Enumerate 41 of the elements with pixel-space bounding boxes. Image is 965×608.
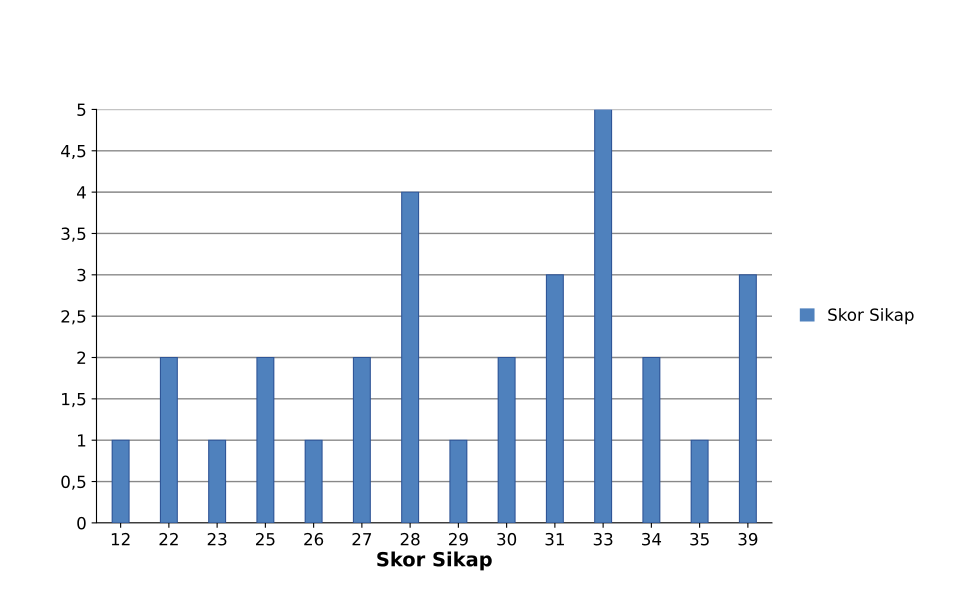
y-tick-label: 4 [76, 186, 86, 198]
bar [594, 109, 612, 523]
y-tick-label: 2,5 [61, 310, 86, 324]
bar [352, 356, 371, 523]
y-tick-label: 1,5 [62, 393, 86, 408]
bar [738, 274, 757, 523]
x-tick-label: 22 [159, 532, 178, 546]
bar [256, 356, 274, 523]
bar [642, 356, 660, 523]
bar [498, 356, 516, 523]
y-tick-label: 5 [77, 104, 86, 116]
x-axis-title: Skor Sikap [377, 552, 492, 570]
x-tick-label: 27 [352, 532, 372, 546]
y-tick-label: 0,5 [61, 476, 86, 490]
bar [449, 440, 468, 523]
x-tick-label: 28 [400, 532, 420, 546]
x-tick-label: 33 [594, 532, 612, 546]
x-tick-label: 23 [208, 532, 226, 546]
x-tick-label: 26 [304, 532, 324, 546]
y-tick-label: 2 [77, 351, 86, 364]
bar [690, 440, 709, 523]
x-tick-label: 39 [738, 532, 758, 546]
bar [304, 440, 323, 523]
x-tick-label: 30 [497, 532, 516, 546]
x-tick-label: 25 [256, 532, 275, 546]
x-tick-label: 12 [112, 532, 130, 546]
y-tick-label: 1 [78, 434, 86, 447]
legend-label: Skor Sikap [828, 308, 914, 324]
x-tick-label: 34 [642, 532, 662, 546]
y-tick-label: 3 [77, 268, 86, 282]
y-tick-label: 4,5 [61, 144, 86, 160]
bar [546, 274, 564, 523]
bar [208, 440, 226, 523]
bar [160, 356, 178, 523]
x-tick-label: 31 [546, 532, 564, 546]
y-tick-label: 0 [77, 516, 86, 530]
x-tick-label: 29 [448, 532, 468, 546]
bar [401, 192, 420, 523]
y-tick-label: 3,5 [62, 227, 86, 242]
bar [112, 440, 130, 523]
x-tick-label: 35 [690, 532, 709, 546]
